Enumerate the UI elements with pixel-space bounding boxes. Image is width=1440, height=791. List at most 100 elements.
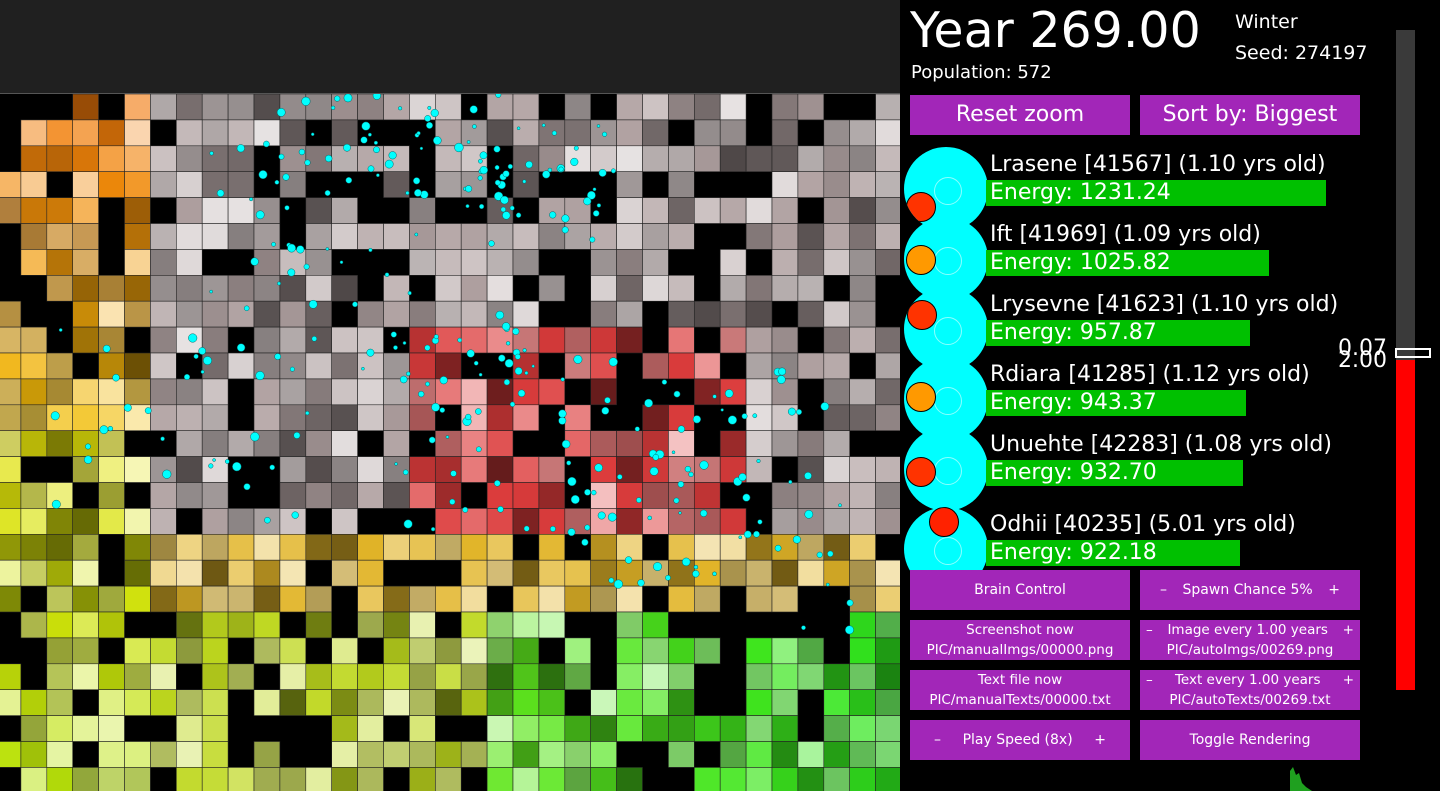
land-tile[interactable]	[512, 611, 540, 639]
land-tile[interactable]	[434, 741, 462, 768]
land-tile[interactable]	[176, 171, 203, 198]
land-tile[interactable]	[771, 559, 799, 587]
land-tile[interactable]	[875, 145, 900, 172]
land-tile[interactable]	[642, 663, 669, 690]
land-tile[interactable]	[823, 456, 850, 483]
land-tile[interactable]	[849, 404, 876, 431]
creature-dot[interactable]	[123, 403, 132, 412]
land-tile[interactable]	[693, 119, 721, 147]
land-tile[interactable]	[357, 611, 384, 639]
land-tile[interactable]	[719, 94, 747, 121]
land-tile[interactable]	[590, 326, 617, 354]
creature-dot[interactable]	[700, 509, 708, 517]
land-tile[interactable]	[668, 326, 695, 354]
creature-dot[interactable]	[610, 168, 616, 174]
land-tile[interactable]	[357, 689, 384, 716]
land-tile[interactable]	[668, 637, 695, 665]
land-tile[interactable]	[616, 585, 643, 613]
creature-dot[interactable]	[465, 185, 473, 193]
creature-dot[interactable]	[558, 409, 567, 418]
creature-dot[interactable]	[827, 550, 834, 557]
land-tile[interactable]	[150, 378, 177, 406]
land-tile[interactable]	[98, 585, 125, 613]
creature-dot[interactable]	[384, 272, 390, 277]
land-tile[interactable]	[693, 94, 721, 121]
creature-dot[interactable]	[504, 358, 514, 368]
creature-dot[interactable]	[439, 376, 448, 385]
land-tile[interactable]	[642, 249, 669, 276]
land-tile[interactable]	[797, 637, 825, 665]
land-tile[interactable]	[823, 352, 850, 380]
land-tile[interactable]	[279, 482, 307, 509]
land-tile[interactable]	[616, 249, 643, 276]
creature-dot[interactable]	[688, 471, 694, 478]
land-tile[interactable]	[486, 456, 514, 483]
land-tile[interactable]	[227, 663, 255, 690]
land-tile[interactable]	[797, 249, 825, 276]
creature-dot[interactable]	[592, 187, 597, 192]
land-tile[interactable]	[331, 508, 358, 535]
creature-dot[interactable]	[788, 479, 793, 485]
creature-dot[interactable]	[517, 389, 526, 398]
creature-dot[interactable]	[505, 341, 511, 346]
land-tile[interactable]	[150, 223, 177, 250]
land-tile[interactable]	[201, 197, 229, 224]
land-tile[interactable]	[176, 689, 203, 716]
land-tile[interactable]	[150, 326, 177, 354]
land-tile[interactable]	[693, 300, 721, 328]
land-tile[interactable]	[771, 145, 799, 172]
land-tile[interactable]	[460, 559, 488, 587]
land-tile[interactable]	[875, 715, 900, 742]
land-tile[interactable]	[668, 663, 695, 690]
land-tile[interactable]	[745, 197, 773, 224]
creature-dot[interactable]	[361, 121, 371, 131]
land-tile[interactable]	[771, 430, 799, 457]
land-tile[interactable]	[279, 300, 307, 328]
land-tile[interactable]	[331, 715, 358, 742]
land-tile[interactable]	[176, 249, 203, 276]
creature-entry[interactable]: Lrysevne [41623] (1.10 yrs old) Energy: 9…	[900, 287, 1370, 371]
land-tile[interactable]	[564, 326, 591, 354]
creature-dot[interactable]	[693, 564, 699, 570]
land-tile[interactable]	[849, 585, 876, 613]
land-tile[interactable]	[357, 223, 384, 250]
land-tile[interactable]	[745, 378, 773, 406]
land-tile[interactable]	[305, 585, 332, 613]
land-tile[interactable]	[668, 171, 695, 198]
land-tile[interactable]	[460, 637, 488, 665]
land-tile[interactable]	[46, 533, 73, 561]
land-tile[interactable]	[0, 482, 22, 509]
creature-dot[interactable]	[502, 170, 510, 178]
land-tile[interactable]	[305, 197, 332, 224]
land-tile[interactable]	[849, 637, 876, 665]
land-tile[interactable]	[201, 663, 229, 690]
land-tile[interactable]	[590, 378, 617, 406]
land-tile[interactable]	[616, 197, 643, 224]
creature-dot[interactable]	[516, 126, 521, 131]
creature-dot[interactable]	[339, 260, 344, 264]
land-tile[interactable]	[98, 145, 125, 172]
land-tile[interactable]	[642, 715, 669, 742]
land-tile[interactable]	[434, 663, 462, 690]
land-tile[interactable]	[564, 767, 591, 791]
creature-dot[interactable]	[311, 336, 318, 342]
land-tile[interactable]	[383, 585, 410, 613]
creature-dot[interactable]	[501, 322, 511, 331]
creature-dot[interactable]	[838, 503, 842, 508]
land-tile[interactable]	[227, 508, 255, 535]
land-tile[interactable]	[693, 482, 721, 509]
land-tile[interactable]	[357, 326, 384, 354]
land-tile[interactable]	[20, 223, 48, 250]
creature-dot[interactable]	[393, 345, 398, 350]
land-tile[interactable]	[616, 663, 643, 690]
land-tile[interactable]	[0, 585, 22, 613]
toggle-rendering-button[interactable]: Toggle Rendering	[1140, 720, 1360, 760]
land-tile[interactable]	[849, 689, 876, 716]
land-tile[interactable]	[590, 689, 617, 716]
land-tile[interactable]	[797, 145, 825, 172]
land-tile[interactable]	[253, 378, 281, 406]
land-tile[interactable]	[227, 300, 255, 328]
land-tile[interactable]	[486, 119, 514, 147]
creature-dot[interactable]	[494, 480, 501, 487]
creature-dot[interactable]	[494, 165, 500, 170]
